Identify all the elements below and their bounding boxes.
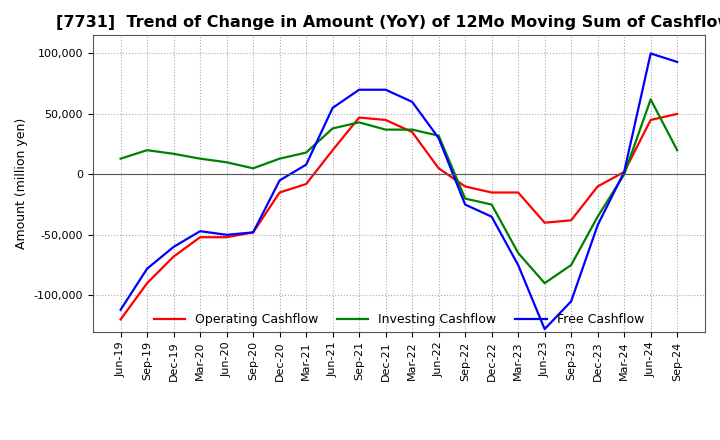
- Free Cashflow: [249, 230, 258, 235]
- Operating Cashflow: [143, 281, 151, 286]
- Free Cashflow: [647, 51, 655, 56]
- Free Cashflow: [620, 169, 629, 175]
- Operating Cashflow: [647, 117, 655, 123]
- Free Cashflow: [487, 214, 496, 219]
- Investing Cashflow: [620, 172, 629, 177]
- Free Cashflow: [196, 228, 204, 234]
- Investing Cashflow: [328, 126, 337, 131]
- Operating Cashflow: [196, 235, 204, 240]
- Investing Cashflow: [567, 262, 575, 268]
- Investing Cashflow: [169, 151, 178, 157]
- Free Cashflow: [514, 262, 523, 268]
- Free Cashflow: [275, 178, 284, 183]
- Investing Cashflow: [461, 196, 469, 201]
- Operating Cashflow: [382, 117, 390, 123]
- Operating Cashflow: [434, 166, 443, 171]
- Investing Cashflow: [222, 160, 231, 165]
- Investing Cashflow: [434, 133, 443, 138]
- Operating Cashflow: [673, 111, 682, 117]
- Free Cashflow: [222, 232, 231, 238]
- Investing Cashflow: [143, 147, 151, 153]
- Investing Cashflow: [514, 250, 523, 256]
- Investing Cashflow: [408, 127, 416, 132]
- Operating Cashflow: [169, 254, 178, 259]
- Investing Cashflow: [355, 120, 364, 125]
- Operating Cashflow: [567, 218, 575, 223]
- Operating Cashflow: [514, 190, 523, 195]
- Free Cashflow: [169, 244, 178, 249]
- Free Cashflow: [461, 202, 469, 207]
- Free Cashflow: [567, 299, 575, 304]
- Free Cashflow: [355, 87, 364, 92]
- Free Cashflow: [673, 59, 682, 65]
- Free Cashflow: [593, 223, 602, 228]
- Operating Cashflow: [275, 190, 284, 195]
- Free Cashflow: [328, 105, 337, 110]
- Operating Cashflow: [249, 230, 258, 235]
- Free Cashflow: [382, 87, 390, 92]
- Operating Cashflow: [302, 181, 310, 187]
- Y-axis label: Amount (million yen): Amount (million yen): [15, 118, 28, 249]
- Operating Cashflow: [540, 220, 549, 225]
- Free Cashflow: [302, 162, 310, 167]
- Investing Cashflow: [540, 281, 549, 286]
- Free Cashflow: [408, 99, 416, 104]
- Operating Cashflow: [328, 147, 337, 153]
- Investing Cashflow: [117, 156, 125, 161]
- Operating Cashflow: [620, 169, 629, 175]
- Investing Cashflow: [249, 166, 258, 171]
- Operating Cashflow: [355, 115, 364, 120]
- Line: Operating Cashflow: Operating Cashflow: [121, 114, 678, 319]
- Operating Cashflow: [117, 317, 125, 322]
- Free Cashflow: [143, 266, 151, 271]
- Free Cashflow: [117, 307, 125, 312]
- Operating Cashflow: [222, 235, 231, 240]
- Investing Cashflow: [196, 156, 204, 161]
- Operating Cashflow: [593, 184, 602, 189]
- Investing Cashflow: [382, 127, 390, 132]
- Investing Cashflow: [593, 214, 602, 219]
- Investing Cashflow: [487, 202, 496, 207]
- Investing Cashflow: [647, 97, 655, 102]
- Investing Cashflow: [275, 156, 284, 161]
- Line: Free Cashflow: Free Cashflow: [121, 54, 678, 329]
- Title: [7731]  Trend of Change in Amount (YoY) of 12Mo Moving Sum of Cashflows: [7731] Trend of Change in Amount (YoY) o…: [56, 15, 720, 30]
- Free Cashflow: [540, 326, 549, 332]
- Operating Cashflow: [408, 129, 416, 135]
- Investing Cashflow: [673, 147, 682, 153]
- Investing Cashflow: [302, 150, 310, 155]
- Operating Cashflow: [461, 184, 469, 189]
- Legend: Operating Cashflow, Investing Cashflow, Free Cashflow: Operating Cashflow, Investing Cashflow, …: [149, 308, 649, 331]
- Operating Cashflow: [487, 190, 496, 195]
- Free Cashflow: [434, 136, 443, 141]
- Line: Investing Cashflow: Investing Cashflow: [121, 99, 678, 283]
